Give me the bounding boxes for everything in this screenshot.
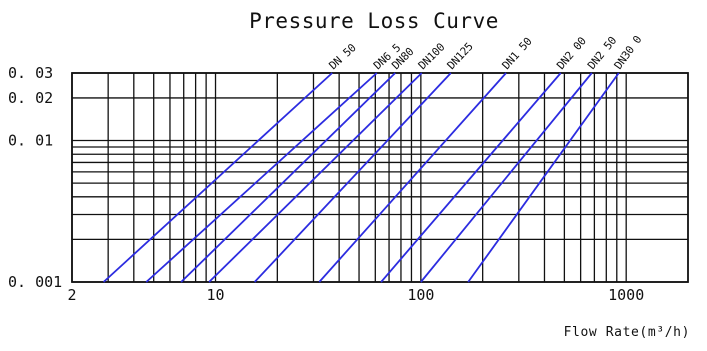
series-label-dn50: DN 50 (326, 41, 358, 72)
x-tick-label: 2 (67, 286, 76, 304)
series-line-dn300 (467, 72, 620, 283)
y-tick-label: 0. 02 (8, 89, 53, 107)
x-tick-label: 10 (206, 286, 224, 304)
series-line-dn250 (420, 72, 593, 283)
series-label-dn300: DN30 0 (612, 33, 645, 71)
y-tick-label: 0. 001 (8, 273, 62, 291)
y-tick-label: 0. 01 (8, 132, 53, 150)
series-line-dn100 (208, 72, 423, 283)
plot-frame (71, 72, 689, 283)
series-label-dn125: DN125 (445, 40, 476, 72)
tick-labels: 0. 03 0. 02 0. 01 0. 001 2 10 100 1000 (8, 64, 644, 304)
series-lines (102, 72, 620, 283)
series-line-dn50 (102, 72, 333, 283)
series-line-dn125 (253, 72, 452, 283)
y-tick-label: 0. 03 (8, 64, 53, 82)
x-tick-label: 100 (407, 286, 434, 304)
chart-title: Pressure Loss Curve (249, 9, 499, 33)
series-label-dn200: DN2 00 (554, 35, 589, 72)
x-tick-label: 1000 (608, 286, 644, 304)
x-axis-label: Flow Rate(m³/h) (564, 325, 690, 340)
series-label-dn150: DN1 50 (500, 35, 535, 72)
series-line-dn150 (318, 72, 507, 283)
series-line-dn200 (380, 72, 562, 283)
series-line-dn65 (145, 72, 378, 283)
series-line-dn80 (180, 72, 396, 283)
series-label-dn100: DN100 (416, 41, 448, 72)
